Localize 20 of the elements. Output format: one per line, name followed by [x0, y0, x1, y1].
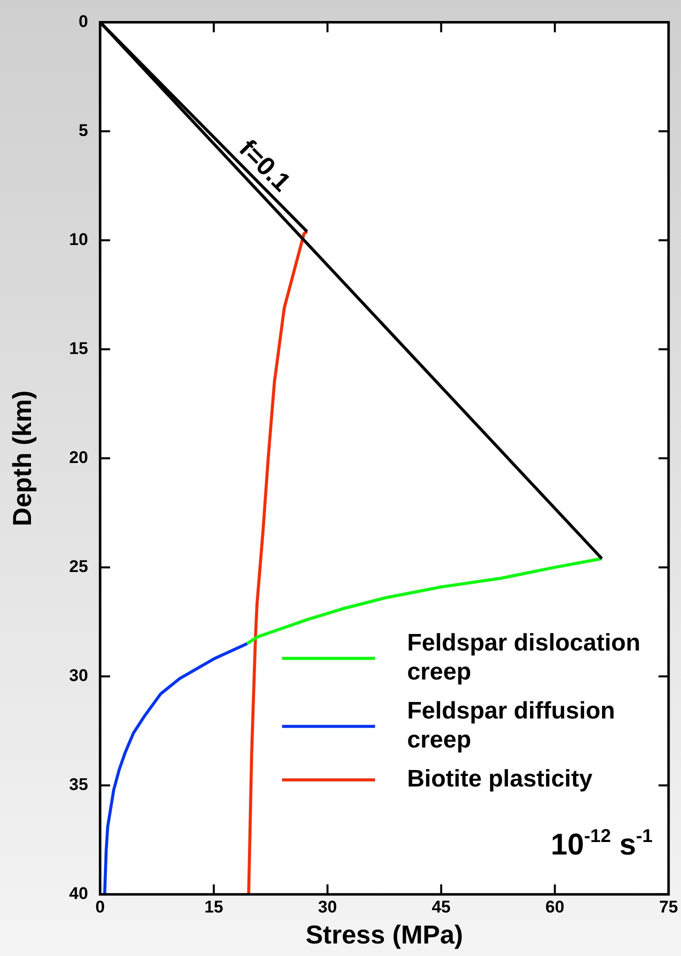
y-tick-label: 20	[69, 448, 88, 467]
x-tick-label: 30	[318, 897, 337, 916]
y-axis-title: Depth (km)	[6, 390, 37, 526]
legend-label: Feldspar dislocation creep	[407, 630, 640, 686]
x-tick-label: 75	[659, 897, 678, 916]
x-tick-label: 15	[204, 897, 224, 916]
y-tick-label: 40	[69, 884, 88, 904]
x-tick-label: 60	[545, 897, 564, 916]
y-tick-label: 15	[69, 338, 88, 358]
legend-label: Biotite plasticity	[407, 766, 594, 793]
legend-label: Feldspar diffusion creep	[407, 698, 616, 754]
y-tick-label: 35	[69, 775, 88, 794]
y-tick-label: 0	[78, 12, 88, 31]
y-tick-label: 10	[69, 230, 88, 249]
y-tick-label: 5	[78, 120, 88, 140]
y-tick-label: 25	[69, 557, 88, 576]
y-tick-label: 30	[69, 666, 88, 686]
x-axis-title: Stress (MPa)	[306, 920, 464, 950]
x-tick-label: 45	[432, 897, 451, 916]
x-tick-label: 0	[95, 897, 105, 916]
